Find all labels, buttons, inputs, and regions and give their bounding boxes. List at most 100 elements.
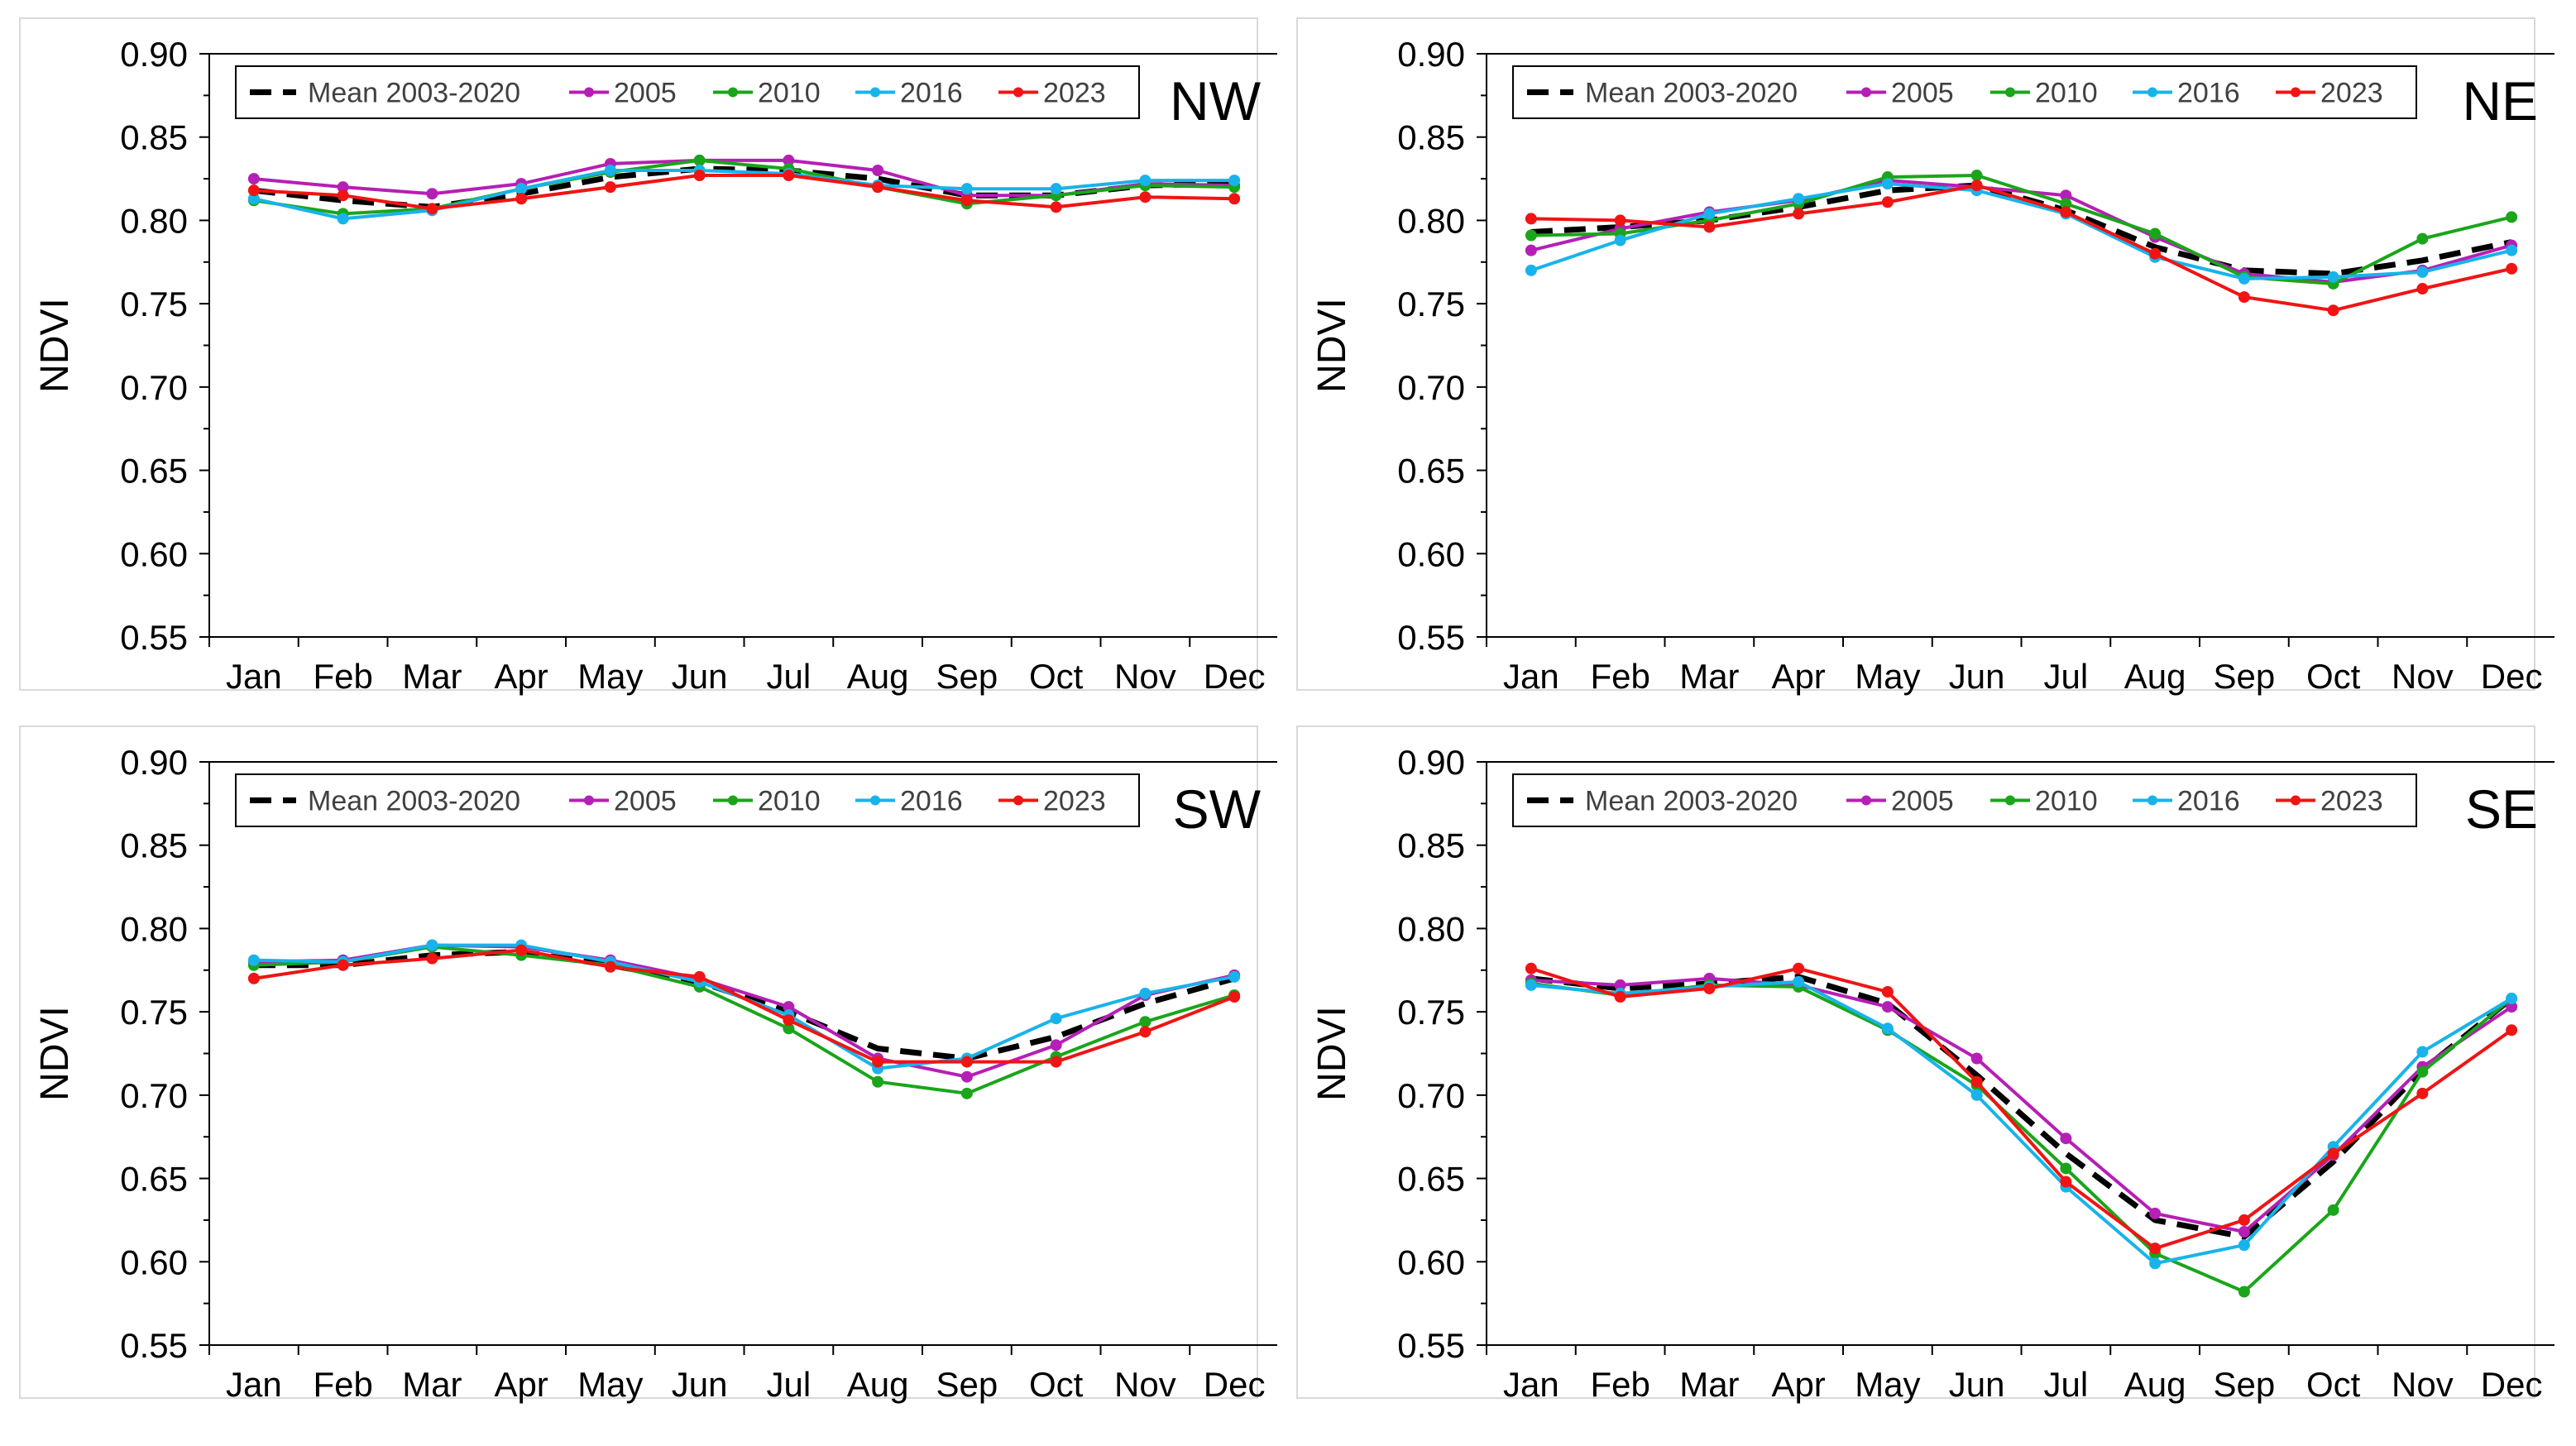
data-point-2016 — [1793, 975, 1805, 988]
y-tick-label: 0.70 — [1397, 1076, 1465, 1115]
y-tick-label: 0.60 — [120, 1243, 188, 1281]
legend-marker-2016 — [2147, 795, 2157, 806]
data-point-2023 — [604, 960, 616, 973]
data-point-2023 — [693, 170, 706, 182]
data-point-2016 — [247, 193, 260, 205]
data-point-2005 — [2060, 189, 2072, 202]
data-point-2023 — [1614, 214, 1626, 227]
legend-box — [1512, 773, 2417, 827]
data-point-2023 — [783, 170, 795, 182]
x-tick-label: Feb — [313, 1365, 372, 1404]
x-tick-label: Feb — [1590, 657, 1650, 696]
data-point-2023 — [2149, 1243, 2162, 1255]
x-tick-label: Aug — [2124, 657, 2186, 696]
x-tick-label: Jun — [672, 1365, 728, 1404]
data-point-2023 — [426, 952, 438, 965]
y-tick-label: 0.55 — [1397, 618, 1465, 657]
x-tick-label: May — [1855, 657, 1920, 696]
data-point-2016 — [1793, 193, 1805, 205]
data-point-2023 — [1525, 962, 1537, 974]
data-point-2016 — [337, 213, 349, 225]
data-point-2016 — [1139, 987, 1152, 999]
series-line-2016 — [1530, 979, 2513, 1266]
series-line-mean — [1530, 182, 2512, 277]
legend-label: 2023 — [2320, 786, 2383, 817]
data-point-2016 — [426, 939, 438, 951]
data-point-2023 — [515, 193, 528, 205]
x-tick-label: Jul — [767, 1365, 812, 1404]
data-point-2023 — [1050, 201, 1062, 213]
y-tick-label: 0.60 — [1397, 534, 1465, 573]
legend-marker-2010 — [728, 795, 738, 806]
data-point-2023 — [693, 970, 706, 983]
data-point-2005 — [2060, 1132, 2072, 1145]
x-tick-label: Sep — [936, 1365, 998, 1404]
data-point-2023 — [1614, 991, 1626, 1003]
data-point-2016 — [2506, 993, 2518, 1005]
data-point-2023 — [2060, 206, 2072, 218]
x-tick-label: Nov — [2392, 1365, 2454, 1404]
x-tick-label: Dec — [1204, 657, 1266, 696]
chart-svg: 0.90 0.85 0.80 0.75 0.70 0.65 0.60 0.55 Jan Feb Ma… — [19, 725, 1280, 1404]
legend-box — [1512, 65, 2417, 119]
legend-marker-2010 — [2005, 87, 2015, 98]
data-point-2016 — [604, 165, 616, 176]
data-point-2016 — [1970, 1089, 1983, 1101]
x-tick-label: Sep — [2214, 657, 2276, 696]
y-tick-label: 0.65 — [1397, 1160, 1465, 1199]
data-point-2005 — [1614, 979, 1626, 991]
legend-marker-2023 — [1013, 795, 1023, 806]
data-point-2005 — [1525, 244, 1537, 256]
data-point-2016 — [1614, 234, 1626, 247]
x-tick-label: Jun — [1949, 1365, 2005, 1404]
x-tick-label: Dec — [1204, 1365, 1266, 1404]
legend-marker-2010 — [728, 87, 738, 98]
data-point-2016 — [1228, 175, 1241, 187]
data-point-2010 — [872, 1075, 884, 1088]
legend-marker-2005 — [1861, 795, 1871, 806]
data-point-2005 — [872, 165, 884, 176]
data-point-2023 — [2416, 1087, 2429, 1099]
region-title: SE — [2465, 778, 2538, 840]
data-point-2005 — [2149, 1207, 2162, 1219]
x-tick-label: May — [577, 657, 643, 696]
data-point-2023 — [247, 972, 260, 984]
y-tick-label: 0.65 — [1397, 452, 1465, 491]
data-point-2005 — [337, 181, 349, 194]
legend-marker-2010 — [2005, 795, 2015, 806]
panel-frame — [19, 17, 1258, 691]
data-point-2023 — [1881, 985, 1894, 998]
series-line-2016 — [1530, 182, 2512, 280]
y-tick-label: 0.70 — [120, 368, 188, 407]
legend-label: 2010 — [2035, 78, 2098, 109]
data-point-2016 — [1050, 183, 1062, 195]
data-point-2005 — [426, 188, 438, 200]
data-point-2023 — [1703, 982, 1716, 994]
y-tick-label: 0.75 — [1397, 285, 1465, 323]
data-point-2010 — [1525, 229, 1537, 242]
y-axis-label: NDVI — [33, 1006, 77, 1101]
y-tick-label: 0.85 — [120, 826, 188, 865]
x-tick-label: Apr — [494, 657, 548, 696]
data-point-2023 — [337, 959, 349, 971]
legend-label: 2023 — [1043, 78, 1106, 109]
x-tick-label: Jul — [2044, 1365, 2089, 1404]
data-point-2005 — [1881, 1001, 1894, 1013]
data-point-2010 — [1970, 170, 1983, 182]
y-axis-label: NDVI — [1310, 1006, 1354, 1101]
y-tick-label: 0.80 — [1397, 909, 1465, 948]
legend-label: 2023 — [2320, 78, 2383, 109]
y-tick-label: 0.75 — [120, 993, 188, 1032]
legend-label: 2005 — [1891, 786, 1954, 817]
data-point-2023 — [960, 194, 973, 207]
series-line-2023 — [1530, 184, 2512, 313]
data-point-2023 — [2506, 1024, 2518, 1037]
data-point-2010 — [2060, 1162, 2072, 1175]
series-line-2023 — [1530, 966, 2513, 1251]
x-tick-label: May — [1855, 1365, 1920, 1404]
y-tick-label: 0.65 — [120, 1160, 188, 1199]
x-tick-label: Mar — [1679, 1365, 1739, 1404]
y-tick-label: 0.75 — [120, 285, 188, 323]
data-point-2016 — [960, 183, 973, 195]
data-point-2010 — [2327, 1204, 2339, 1216]
